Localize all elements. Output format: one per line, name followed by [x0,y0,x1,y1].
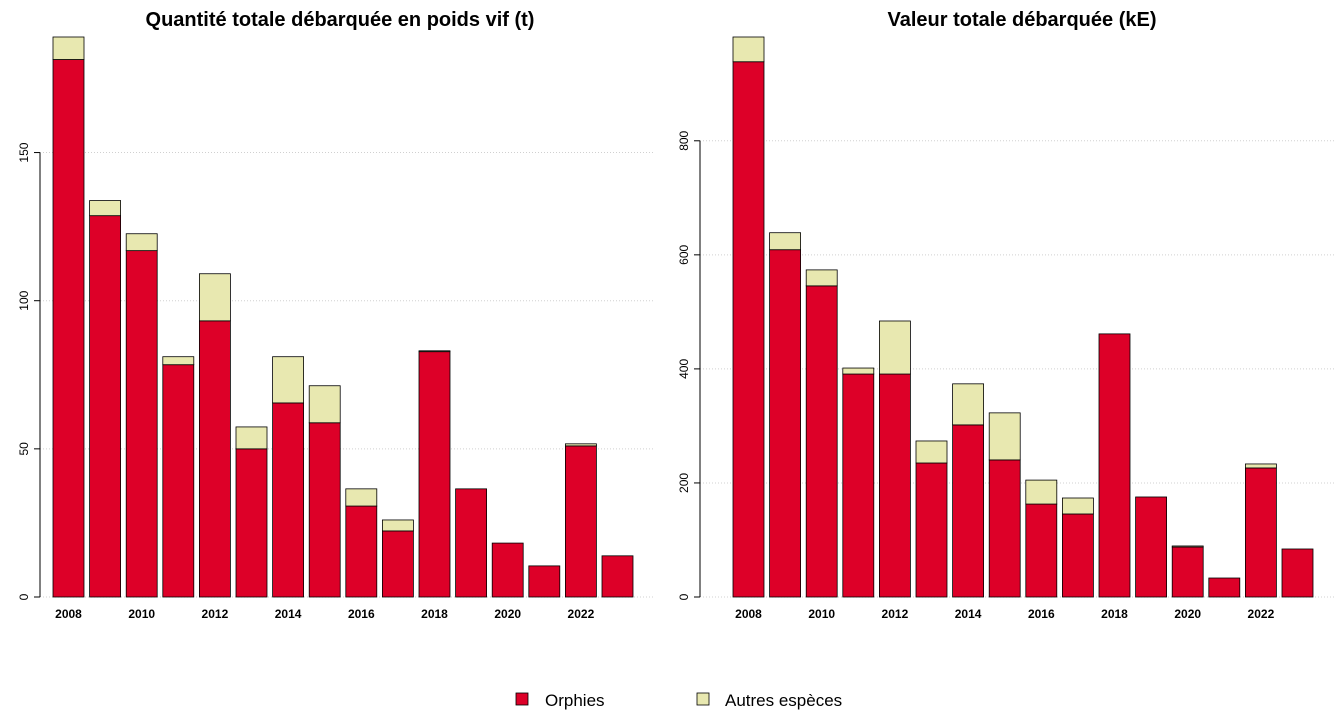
bar-segment [565,445,597,598]
x-tick-label: 2010 [808,607,835,621]
chart-title: Valeur totale débarquée (kE) [888,9,1157,31]
bar-segment [272,402,305,598]
bar-segment [381,530,414,598]
bar-segment [89,200,121,217]
bar-segment [308,385,341,424]
bar-segment [418,350,451,353]
x-tick-label: 2016 [348,607,375,621]
bar-segment [418,351,451,598]
bar-segment [235,426,268,450]
x-tick-label: 2014 [955,607,982,621]
bar-segment [952,424,984,598]
bar-segment [769,232,801,251]
chart-title: Quantité totale débarquée en poids vif (… [146,9,535,31]
bar-segment [915,440,948,464]
x-tick-label: 2008 [55,607,82,621]
y-tick-label: 50 [17,442,31,456]
bar-segment [381,519,414,532]
y-tick-label: 600 [677,245,691,265]
bar-segment [1208,577,1241,598]
bar-segment [1062,513,1094,598]
bar-segment [769,249,801,598]
x-tick-label: 2022 [568,607,595,621]
x-tick-label: 2014 [275,607,302,621]
bar-segment [879,320,911,375]
bar-segment [601,555,634,598]
bar-segment [491,542,524,598]
bar-segment [805,269,838,287]
bar-segment [528,565,561,598]
x-tick-label: 2016 [1028,607,1055,621]
x-tick-label: 2018 [421,607,448,621]
x-tick-label: 2010 [128,607,155,621]
bar-segment [1245,467,1277,598]
bar-segment [125,250,158,598]
bar-segment [1171,545,1204,548]
y-tick-label: 150 [17,142,31,162]
bar-segment [162,364,195,598]
bar-segment [1062,497,1094,515]
y-tick-label: 200 [677,473,691,493]
bar-segment [1025,479,1058,505]
bar-segment [565,443,597,447]
bar-segment [915,462,948,598]
legend-swatch [515,692,529,706]
bar-segment [732,61,765,598]
bar-segment [805,285,838,598]
bar-segment [345,488,378,507]
bar-segment [308,422,341,598]
bar-segment [235,448,268,598]
bar-segment [52,59,85,598]
y-tick-label: 100 [17,290,31,310]
bar-segment [1245,463,1277,469]
legend-label: Orphies [545,691,605,710]
bar-segment [988,459,1021,598]
y-tick-label: 400 [677,359,691,379]
bar-segment [345,505,378,598]
x-tick-label: 2012 [882,607,909,621]
bar-segment [952,383,984,426]
x-tick-label: 2020 [1174,607,1201,621]
bar-segment [198,320,231,598]
legend-swatch [696,692,710,706]
bar-segment [988,412,1021,461]
bar-segment [732,36,765,63]
bar-segment [842,367,875,375]
x-tick-label: 2018 [1101,607,1128,621]
x-tick-label: 2012 [202,607,229,621]
y-tick-label: 0 [677,593,691,600]
bar-segment [198,273,231,322]
bar-segment [1135,496,1167,598]
bar-segment [125,233,158,252]
x-tick-label: 2022 [1248,607,1275,621]
bar-segment [1171,546,1204,598]
bar-segment [89,215,121,598]
x-tick-label: 2008 [735,607,762,621]
y-tick-label: 800 [677,130,691,150]
y-tick-label: 0 [17,593,31,600]
bar-segment [162,356,195,366]
bar-segment [1098,333,1131,598]
bar-segment [1025,503,1058,598]
bar-segment [842,373,875,598]
bar-segment [455,488,488,598]
bar-segment [1281,548,1314,598]
legend-label: Autres espèces [725,691,842,710]
x-tick-label: 2020 [494,607,521,621]
bar-segment [879,373,911,598]
bar-segment [272,356,305,404]
bar-segment [52,36,85,60]
